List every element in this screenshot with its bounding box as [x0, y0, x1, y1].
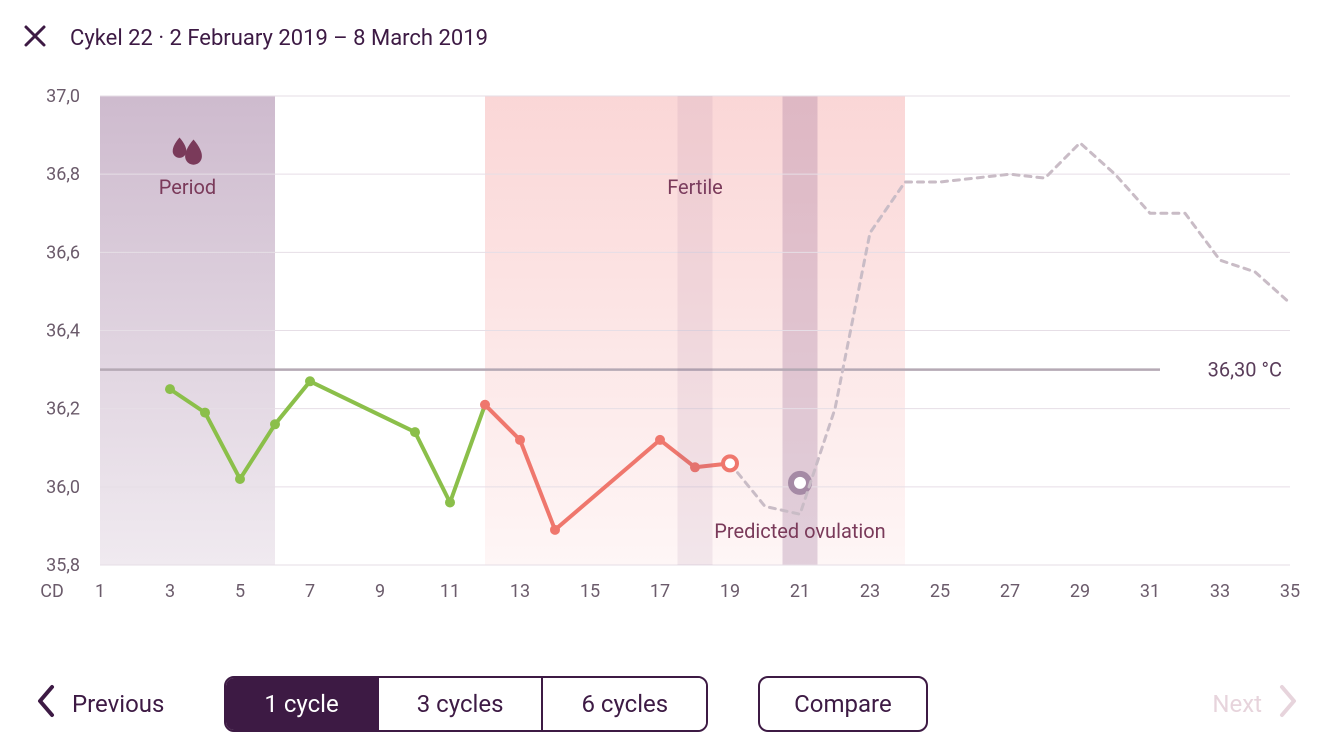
svg-text:35: 35	[1280, 581, 1300, 602]
svg-text:36,6: 36,6	[46, 242, 80, 263]
svg-text:36,2: 36,2	[46, 399, 80, 420]
svg-text:19: 19	[720, 581, 740, 602]
svg-text:36,4: 36,4	[46, 321, 80, 342]
svg-text:36,8: 36,8	[46, 164, 80, 185]
svg-text:CD: CD	[40, 581, 64, 602]
next-label: Next	[1212, 690, 1262, 718]
svg-text:13: 13	[510, 581, 530, 602]
svg-text:31: 31	[1140, 581, 1160, 602]
close-icon[interactable]	[0, 21, 70, 56]
next-button: Next	[1212, 684, 1298, 724]
svg-text:27: 27	[1000, 581, 1020, 602]
app-root: Cykel 22 · 2 February 2019 – 8 March 201…	[0, 0, 1334, 750]
compare-button[interactable]: Compare	[758, 676, 928, 732]
svg-text:1: 1	[95, 581, 105, 602]
svg-text:36,30 °C: 36,30 °C	[1208, 358, 1282, 382]
svg-text:15: 15	[580, 581, 600, 602]
chevron-right-icon	[1278, 684, 1298, 724]
svg-text:37,0: 37,0	[46, 86, 80, 107]
svg-text:5: 5	[235, 581, 245, 602]
svg-text:Period: Period	[159, 175, 216, 199]
svg-text:3: 3	[165, 581, 175, 602]
previous-button[interactable]: Previous	[36, 684, 164, 724]
svg-text:21: 21	[790, 581, 810, 602]
segment-6-cycles[interactable]: 6 cycles	[541, 678, 706, 730]
svg-text:35,8: 35,8	[46, 555, 80, 576]
segment-1-cycle[interactable]: 1 cycle	[226, 678, 376, 730]
cycleview-segmented: 1 cycle 3 cycles 6 cycles	[224, 676, 708, 732]
previous-label: Previous	[72, 690, 164, 718]
svg-text:7: 7	[305, 581, 315, 602]
svg-text:25: 25	[930, 581, 950, 602]
segment-3-cycles[interactable]: 3 cycles	[377, 678, 542, 730]
chevron-left-icon	[36, 684, 56, 724]
temperature-chart: 37,036,836,636,436,236,035,836,30 °CCD13…	[0, 80, 1334, 620]
chart-svg: 37,036,836,636,436,236,035,836,30 °CCD13…	[0, 80, 1334, 620]
svg-text:33: 33	[1210, 581, 1230, 602]
svg-text:29: 29	[1070, 581, 1090, 602]
svg-text:23: 23	[860, 581, 880, 602]
page-title: Cykel 22 · 2 February 2019 – 8 March 201…	[70, 26, 488, 51]
svg-text:17: 17	[650, 581, 670, 602]
svg-text:36,0: 36,0	[46, 477, 80, 498]
svg-text:9: 9	[375, 581, 385, 602]
header: Cykel 22 · 2 February 2019 – 8 March 201…	[0, 16, 488, 60]
svg-text:Predicted ovulation: Predicted ovulation	[714, 519, 885, 543]
svg-text:11: 11	[440, 581, 460, 602]
bottom-nav: Previous 1 cycle 3 cycles 6 cycles Compa…	[0, 676, 1334, 732]
